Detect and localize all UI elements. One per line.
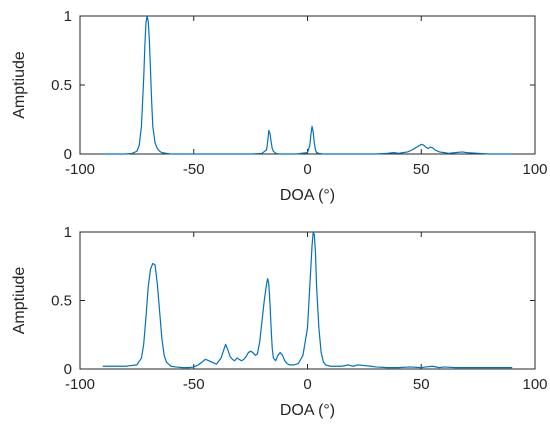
x-tick-label: -50: [183, 376, 205, 393]
x-tick-label: -100: [65, 161, 95, 178]
y-tick-label: 1: [64, 224, 72, 241]
bottom-plot: -100 -50 0 50 100 0 0.5 1 DOA (°) Amptiude: [11, 224, 548, 419]
x-tick-label: 100: [522, 376, 547, 393]
x-axis-label: DOA (°): [280, 402, 335, 419]
y-tick-label: 0.5: [51, 77, 72, 94]
y-tick-label: 0: [64, 146, 72, 163]
y-tick-label: 0: [64, 361, 72, 378]
y-tick-label: 0.5: [51, 293, 72, 310]
x-tick-label: -100: [65, 376, 95, 393]
y-tick-label: 1: [64, 8, 72, 25]
series-line: [102, 231, 513, 369]
x-tick-label: 0: [303, 161, 311, 178]
axes-box: [79, 15, 536, 155]
x-tick-label: 50: [413, 161, 430, 178]
y-axis-label: Amptiude: [11, 267, 28, 335]
axes-box: [79, 231, 536, 370]
x-tick-label: 50: [413, 376, 430, 393]
x-tick-label: 0: [303, 376, 311, 393]
x-tick-label: -50: [183, 161, 205, 178]
x-tick-label: 100: [522, 161, 547, 178]
top-plot: -100 -50 0 50 100 0 0.5 1 DOA (°) Amptiude: [11, 8, 548, 204]
x-axis-label: DOA (°): [280, 187, 335, 204]
series-line: [102, 15, 513, 155]
y-axis-label: Amptiude: [11, 51, 28, 119]
